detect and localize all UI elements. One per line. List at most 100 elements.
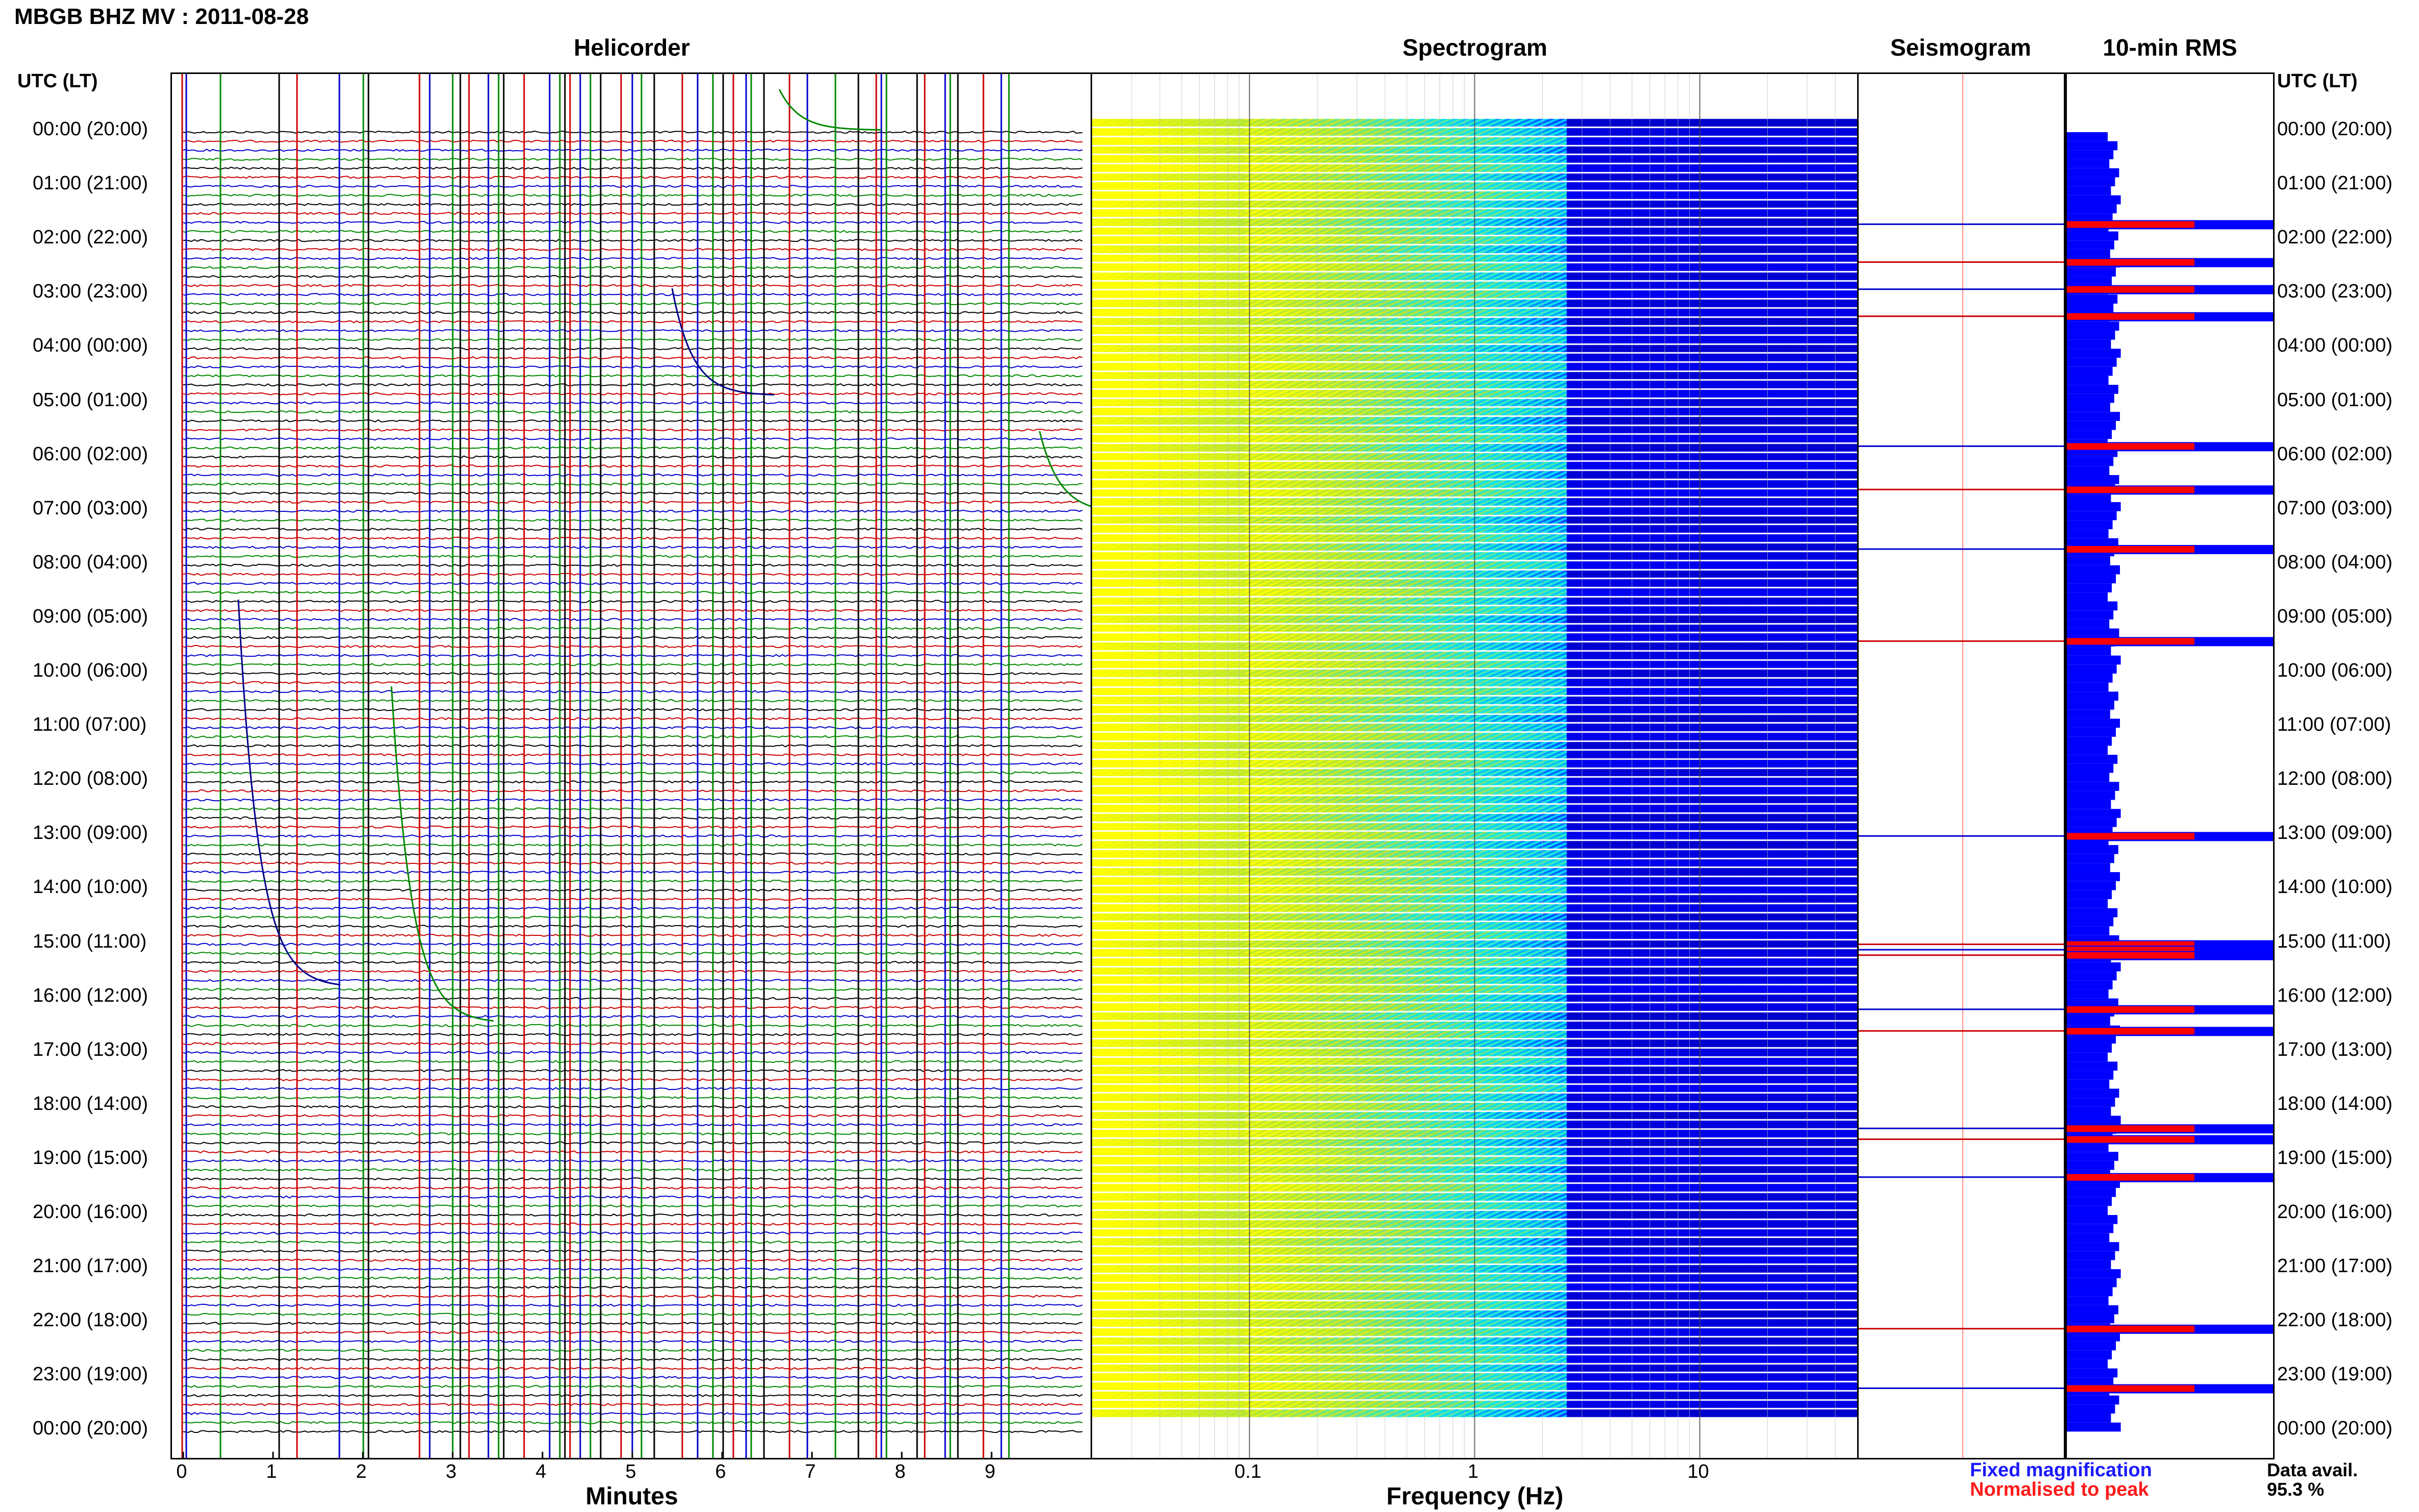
time-label-left: 16:00 (12:00) [33, 984, 149, 1006]
rms-bar [2067, 1395, 2119, 1405]
rms-bar-normalised [2067, 638, 2194, 645]
rms-bar [2067, 583, 2112, 592]
helicorder-event-decay [237, 599, 341, 986]
frequency-axis-label: Frequency (Hz) [1386, 1483, 1564, 1510]
minutes-tick: 6 [715, 1461, 726, 1482]
rms-bar [2067, 736, 2112, 746]
rms-bar [2067, 502, 2121, 511]
time-label-left: 23:00 (19:00) [33, 1364, 149, 1385]
rms-bar [2067, 420, 2116, 430]
rms-bar [2067, 1016, 2110, 1026]
time-label-right: 03:00 (23:00) [2277, 281, 2393, 303]
rms-bar-normalised [2067, 1174, 2194, 1181]
time-label-left: 12:00 (08:00) [33, 768, 149, 790]
rms-bar [2067, 177, 2115, 187]
rms-bar [2067, 339, 2111, 349]
rms-bar-normalised [2067, 1006, 2194, 1013]
time-label-right: 22:00 (18:00) [2277, 1309, 2393, 1331]
rms-bar [2067, 854, 2114, 863]
frequency-tick: 10 [1687, 1461, 1709, 1482]
time-label-left: 02:00 (22:00) [33, 227, 149, 249]
rms-bar [2067, 366, 2113, 376]
time-label-right: 13:00 (09:00) [2277, 822, 2393, 844]
rms-bar [2067, 1269, 2121, 1278]
rms-bar [2067, 376, 2109, 385]
time-label-right: 02:00 (22:00) [2277, 227, 2393, 249]
rms-bar [2067, 980, 2113, 989]
rms-bar [2067, 1088, 2119, 1098]
rms-bar [2067, 1404, 2115, 1414]
rms-bar [2067, 1305, 2118, 1315]
rms-bar [2067, 1160, 2114, 1170]
rms-bar [2067, 782, 2119, 791]
rms-bar-normalised [2067, 1136, 2194, 1143]
rms-bar-normalised [2067, 1325, 2194, 1332]
time-label-left: 15:00 (11:00) [33, 930, 147, 952]
time-label-right: 07:00 (03:00) [2277, 497, 2393, 519]
time-label-right: 08:00 (04:00) [2277, 551, 2393, 573]
rms-bar [2067, 249, 2110, 259]
rms-bar [2067, 962, 2121, 972]
time-label-right: 06:00 (02:00) [2277, 443, 2393, 465]
time-label-right: 01:00 (21:00) [2277, 172, 2393, 194]
rms-bar [2067, 881, 2116, 890]
rms-bar [2067, 466, 2110, 475]
rms-bar [2067, 1414, 2111, 1423]
rms-bar [2067, 493, 2111, 503]
minutes-tick: 1 [266, 1461, 277, 1482]
rms-plot [2067, 132, 2273, 1432]
rms-bar [2067, 1287, 2113, 1297]
time-label-right: 05:00 (01:00) [2277, 389, 2393, 411]
rms-bar [2067, 1044, 2112, 1053]
time-label-right: 16:00 (12:00) [2277, 984, 2393, 1006]
helicorder-title: Helicorder [574, 34, 690, 61]
rms-bar [2067, 899, 2108, 908]
time-label-right: 00:00 (20:00) [2277, 118, 2393, 140]
seismogram-panel [1857, 72, 2065, 1459]
page-title: MBGB BHZ MV : 2011-08-28 [14, 4, 309, 29]
rms-bar [2067, 746, 2108, 755]
rms-bar-normalised [2067, 952, 2194, 959]
rms-bar-normalised [2067, 259, 2194, 266]
utc-label-right: UTC (LT) [2277, 70, 2358, 92]
data-availability-value: 95.3 % [2267, 1479, 2325, 1500]
time-label-right: 15:00 (11:00) [2277, 930, 2391, 952]
helicorder-event-decay [671, 288, 775, 396]
time-label-left: 00:00 (20:00) [33, 118, 149, 140]
rms-bar [2067, 863, 2110, 873]
rms-bar [2067, 890, 2112, 900]
rms-bar-normalised [2067, 286, 2194, 293]
frequency-tick: 0.1 [1234, 1461, 1262, 1482]
rms-bar [2067, 1233, 2110, 1243]
rms-bar [2067, 755, 2118, 764]
rms-bar [2067, 303, 2114, 313]
time-label-left: 17:00 (13:00) [33, 1038, 149, 1060]
rms-bar [2067, 1152, 2118, 1161]
time-label-left: 04:00 (00:00) [33, 335, 149, 357]
rms-bar [2067, 763, 2114, 773]
rms-bar [2067, 1187, 2116, 1197]
rms-bar [2067, 1350, 2112, 1359]
time-label-right: 20:00 (16:00) [2277, 1201, 2393, 1223]
time-label-left: 08:00 (04:00) [33, 551, 149, 573]
time-label-left: 13:00 (09:00) [33, 822, 149, 844]
rms-bar [2067, 294, 2118, 304]
rms-bar [2067, 1143, 2109, 1152]
rms-bar [2067, 728, 2116, 737]
rms-bar [2067, 1278, 2117, 1287]
rms-bar [2067, 1359, 2108, 1369]
rms-bar [2067, 1061, 2118, 1071]
time-label-right: 17:00 (13:00) [2277, 1038, 2393, 1060]
rms-bar [2067, 141, 2118, 151]
rms-bar [2067, 1332, 2120, 1342]
helicorder-panel [170, 72, 1092, 1459]
spectrogram-panel [1091, 72, 1859, 1459]
rms-bar [2067, 529, 2109, 538]
rms-bar [2067, 1215, 2118, 1224]
minutes-axis-label: Minutes [585, 1483, 678, 1510]
seismogram-plot [1859, 74, 2064, 1458]
rms-bar [2067, 403, 2110, 412]
rms-bar [2067, 1098, 2115, 1107]
time-label-left: 03:00 (23:00) [33, 281, 149, 303]
rms-bar [2067, 204, 2117, 214]
